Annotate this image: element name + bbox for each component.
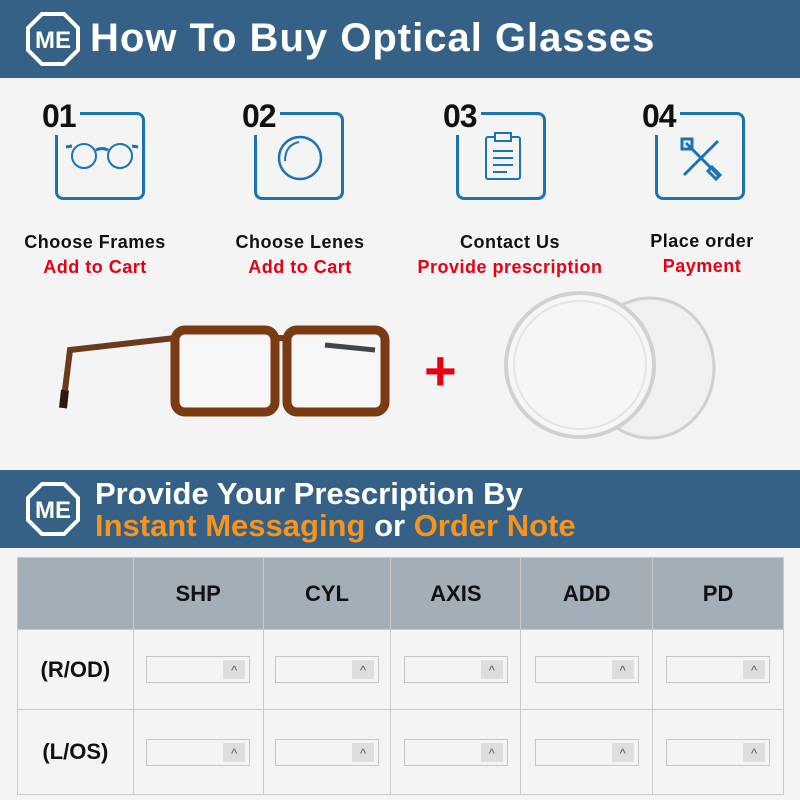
spinner-up-icon[interactable]: ^	[480, 742, 503, 762]
row-label: (R/OD)	[17, 629, 134, 710]
column-header: ADD	[520, 557, 654, 630]
spinner-up-icon[interactable]: ^	[611, 742, 634, 762]
step-icon-box	[456, 112, 546, 200]
step-icon-box	[254, 112, 344, 200]
column-header: SHP	[132, 557, 264, 630]
step-number: 04	[642, 98, 680, 135]
spinner-up-icon[interactable]: ^	[743, 660, 766, 680]
step-number: 02	[242, 98, 280, 135]
spinner-up-icon[interactable]: ^	[223, 742, 246, 762]
pd-right-input[interactable]: ^	[666, 656, 771, 684]
step-icon-box	[655, 112, 745, 200]
column-header: CYL	[262, 557, 392, 630]
step-label: Choose Frames	[24, 232, 166, 252]
step-label: Choose Lenes	[235, 232, 365, 252]
step-sub: Add to Cart	[248, 257, 352, 277]
glasses-frame-image	[59, 325, 390, 417]
clipboard-icon	[485, 132, 521, 180]
axis-right-input[interactable]: ^	[403, 656, 508, 684]
spinner-up-icon[interactable]: ^	[611, 660, 634, 680]
instant-messaging-text: Instant Messaging	[95, 508, 366, 543]
axis-left-input[interactable]: ^	[403, 738, 508, 766]
svg-text:ME: ME	[35, 497, 71, 524]
step-label: Place order	[650, 231, 754, 251]
lenses-image	[504, 291, 716, 440]
page-title: How To Buy Optical Glasses	[90, 16, 656, 60]
step-sub: Add to Cart	[43, 257, 147, 277]
glasses-icon	[65, 143, 139, 169]
row-label: (L/OS)	[17, 709, 134, 795]
spinner-up-icon[interactable]: ^	[223, 660, 246, 680]
shp-left-input[interactable]: ^	[146, 738, 251, 766]
step-number: 01	[42, 98, 80, 135]
column-header: PD	[652, 557, 784, 630]
lens-icon	[277, 135, 323, 181]
column-header: AXIS	[390, 557, 522, 630]
table-row: (R/OD) ^ ^ ^ ^ ^	[17, 629, 784, 710]
me-logo: ME	[26, 482, 80, 536]
step-label: Contact Us	[459, 232, 560, 252]
step-icon-box	[55, 112, 145, 200]
cyl-left-input[interactable]: ^	[275, 738, 379, 766]
plus-sign: +	[424, 339, 457, 402]
connector-text: or	[374, 508, 406, 543]
table-header: SHP CYL AXIS ADD PD	[17, 557, 784, 630]
svg-text:ME: ME	[35, 27, 71, 54]
tools-icon	[680, 137, 723, 181]
pd-left-input[interactable]: ^	[666, 738, 771, 766]
prescription-table: SHP CYL AXIS ADD PD (R/OD) ^ ^ ^ ^ ^ (L/…	[17, 557, 784, 795]
column-header	[17, 557, 134, 630]
cyl-right-input[interactable]: ^	[275, 656, 379, 684]
spinner-up-icon[interactable]: ^	[480, 660, 503, 680]
add-left-input[interactable]: ^	[534, 738, 639, 766]
spinner-up-icon[interactable]: ^	[352, 660, 374, 680]
spinner-up-icon[interactable]: ^	[743, 742, 766, 762]
section-subtitle: Instant Messaging or Order Note	[95, 508, 576, 544]
prescription-banner: ME Provide Your Prescription By Instant …	[0, 470, 800, 548]
table-row: (L/OS) ^ ^ ^ ^ ^	[17, 709, 784, 795]
shp-right-input[interactable]: ^	[146, 656, 251, 684]
order-note-text: Order Note	[413, 508, 576, 543]
me-logo: ME	[26, 12, 80, 66]
step-sub: Payment	[662, 256, 742, 276]
step-sub: Provide prescription	[417, 257, 603, 277]
add-right-input[interactable]: ^	[534, 656, 639, 684]
header-banner: ME How To Buy Optical Glasses	[0, 0, 800, 78]
section-title: Provide Your Prescription By	[95, 476, 523, 511]
spinner-up-icon[interactable]: ^	[352, 742, 374, 762]
step-number: 03	[443, 98, 481, 135]
